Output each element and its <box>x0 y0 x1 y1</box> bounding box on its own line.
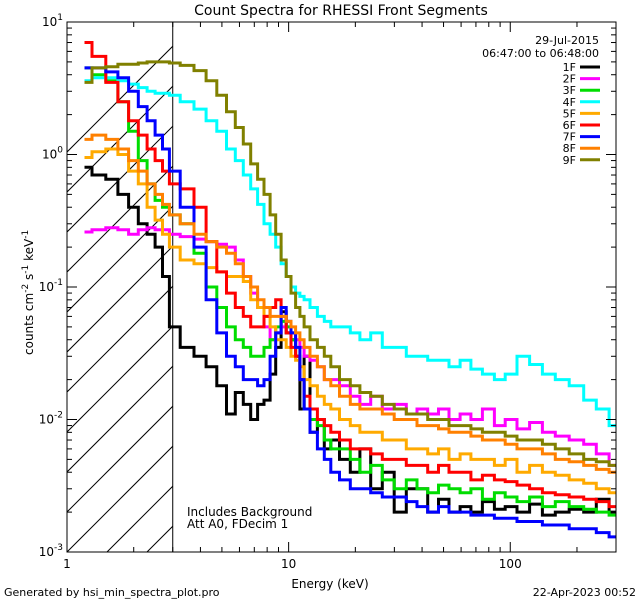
hatch-line <box>67 445 173 552</box>
x-axis-label: Energy (keV) <box>291 577 368 591</box>
legend-label-1F: 1F <box>563 61 576 74</box>
footer-generated-by: Generated by hsi_min_spectra_plot.pro <box>4 586 220 599</box>
y-tick-label: 101 <box>42 13 63 29</box>
hatch-line <box>67 245 173 353</box>
x-tick-label: 100 <box>499 557 522 571</box>
y-tick-label: 10-1 <box>39 278 63 294</box>
hatch-line <box>627 22 640 552</box>
hatch-line <box>67 85 173 193</box>
y-axis-label: counts cm-2 s-1 keV-1 <box>21 230 36 355</box>
hatch-line <box>67 365 173 473</box>
legend-label-3F: 3F <box>563 84 576 97</box>
series-2F <box>84 226 616 467</box>
below-threshold-hatching <box>67 22 640 552</box>
annotation-attenuator: Att A0, FDecim 1 <box>187 517 288 531</box>
legend-label-4F: 4F <box>563 96 576 109</box>
legend-label-8F: 8F <box>563 142 576 155</box>
x-tick-label: 10 <box>281 557 296 571</box>
legend-label-7F: 7F <box>563 131 576 144</box>
hatch-line <box>387 22 640 552</box>
chart-title: Count Spectra for RHESSI Front Segments <box>194 3 488 19</box>
series-6F <box>84 41 616 509</box>
series-7F <box>84 66 616 539</box>
date-label: 29-Jul-2015 <box>535 34 599 47</box>
series-8F <box>84 133 616 474</box>
axis-tick-labels: 1 10 100 101 100 10-1 10-2 10-3 <box>39 13 522 571</box>
plot-frame <box>66 21 617 553</box>
hatch-line <box>67 405 173 513</box>
y-tick-label: 10-2 <box>39 411 63 427</box>
series-9F <box>84 60 616 467</box>
hatch-line <box>67 285 173 393</box>
legend-label-9F: 9F <box>563 154 576 167</box>
legend-label-5F: 5F <box>563 107 576 120</box>
series-layer <box>84 41 616 539</box>
hatch-line <box>67 205 173 313</box>
x-tick-label: 1 <box>63 557 71 571</box>
time-range-label: 06:47:00 to 06:48:00 <box>482 47 599 60</box>
y-tick-label: 100 <box>42 146 63 162</box>
legend-label-6F: 6F <box>563 119 576 132</box>
hatch-line <box>67 45 173 153</box>
series-4F <box>84 76 616 428</box>
series-5F <box>84 147 616 495</box>
series-1F <box>84 165 616 517</box>
y-tick-label: 10-3 <box>39 543 63 559</box>
legend-label-2F: 2F <box>563 73 576 86</box>
annotation-background: Includes Background <box>187 505 312 519</box>
footer-timestamp: 22-Apr-2023 00:52 <box>533 586 636 599</box>
axis-ticks <box>66 22 617 553</box>
